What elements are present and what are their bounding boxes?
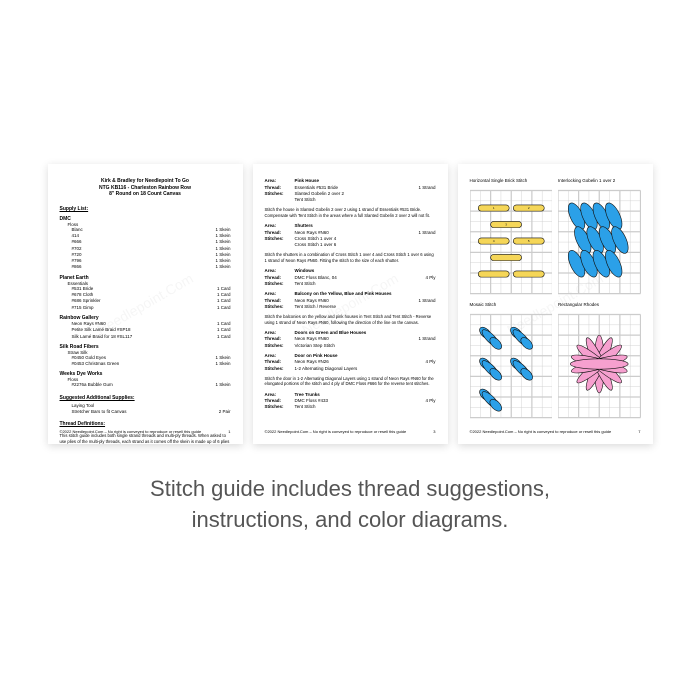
page-1: Needlepoint.Com Kirk & Bradley for Needl… [48,164,243,444]
diagram-3: Mosaic Stitch [470,302,553,420]
supply-item: #2276a Bubble Gum1 Skein [60,382,231,388]
area-note: Stitch the shutters in a combination of … [265,252,436,263]
area-note: Stitch the balconies on the yellow and p… [265,314,436,325]
diagram-grid: Horizontal Single Brick Stitch [470,178,641,418]
supply-item: #8661 Skein [60,264,231,270]
diagram-title: Horizontal Single Brick Stitch [470,178,553,186]
caption-line-2: instructions, and color diagrams. [192,507,509,532]
page-2-footer: ©2022 Needlepoint.Com – No right is conv… [265,429,436,434]
area-block: Area:Pink House Thread:Essentials #531 B… [265,178,436,203]
copyright: ©2022 Needlepoint.Com – No right is conv… [265,429,407,434]
additional-heading: Suggested Additional Supplies: [60,395,231,401]
page-2: Needlepoint.Com Area:Pink House Thread:E… [253,164,448,444]
definitions-text: This stitch guide includes both single s… [60,433,231,444]
supply-item: #0453 Christmas Green1 Skein [60,361,231,367]
area-blocks: Area:Pink House Thread:Essentials #531 B… [265,178,436,410]
page-number: 1 [228,429,230,434]
supply-item: #715 Gimp1 Card [60,305,231,311]
diagram-4: Rectangular Rhodes [558,302,641,420]
rectangular-rhodes-diagram [558,312,641,420]
area-note: Stitch the house in Slanted Gobelin 2 ov… [265,207,436,218]
copyright: ©2022 Needlepoint.Com – No right is conv… [60,429,202,434]
diagram-title: Interlocking Gobelin 1 over 2 [558,178,641,186]
supply-groups: DMCFlossBlanc1 Skein4141 Skein#6661 Skei… [60,216,231,389]
page-1-footer: ©2022 Needlepoint.Com – No right is conv… [60,429,231,434]
area-block: Area:Doors on Green and Blue Houses Thre… [265,330,436,349]
page-number: 3 [433,429,435,434]
diagram-1: Horizontal Single Brick Stitch [470,178,553,296]
additional-items: Laying ToolStretcher Bars to fit Canvas2… [60,403,231,416]
svg-text:4: 4 [492,239,494,243]
interlocking-gobelin-diagram [558,188,641,296]
mosaic-diagram [470,312,553,420]
area-block: Area:Windows Thread:DMC Floss Blanc, 044… [265,268,436,287]
horizontal-brick-diagram: 1 2 3 4 5 [470,188,553,296]
diagram-2: Interlocking Gobelin 1 over 2 [558,178,641,296]
additional-item: Stretcher Bars to fit Canvas2 Pair [60,409,231,415]
page-3: Needlepoint.Com Horizontal Single Brick … [458,164,653,444]
supply-item: Silk Lamé Braid for 18 #SL1171 Card [60,334,231,340]
diagram-title: Mosaic Stitch [470,302,553,310]
area-note: Stitch the door in 1-2 Alternating Diago… [265,376,436,387]
pages-row: Needlepoint.Com Kirk & Bradley for Needl… [48,164,653,444]
definitions-heading: Thread Definitions: [60,421,231,427]
page-3-footer: ©2022 Needlepoint.Com – No right is conv… [470,429,641,434]
area-block: Area:Door on Pink House Thread:Neon Rays… [265,353,436,372]
area-block: Area:Tree Trunks Thread:DMC Floss #4334 … [265,392,436,411]
area-block: Area:Shutters Thread:Neon Rays #N601 Str… [265,223,436,248]
page-number: 7 [638,429,640,434]
svg-text:1: 1 [492,206,494,210]
caption-line-1: Stitch guide includes thread suggestions… [150,476,550,501]
doc-title: Kirk & Bradley for Needlepoint To Go NTG… [60,178,231,198]
copyright: ©2022 Needlepoint.Com – No right is conv… [470,429,612,434]
svg-text:5: 5 [527,239,529,243]
caption: Stitch guide includes thread suggestions… [150,474,550,536]
title-line-3: 8" Round on 18 Count Canvas [60,191,231,198]
svg-text:2: 2 [527,206,529,210]
area-block: Area:Balcony on the Yellow, Blue and Pin… [265,291,436,310]
diagram-title: Rectangular Rhodes [558,302,641,310]
supply-list-heading: Supply List: [60,206,231,212]
svg-text:3: 3 [505,223,507,227]
